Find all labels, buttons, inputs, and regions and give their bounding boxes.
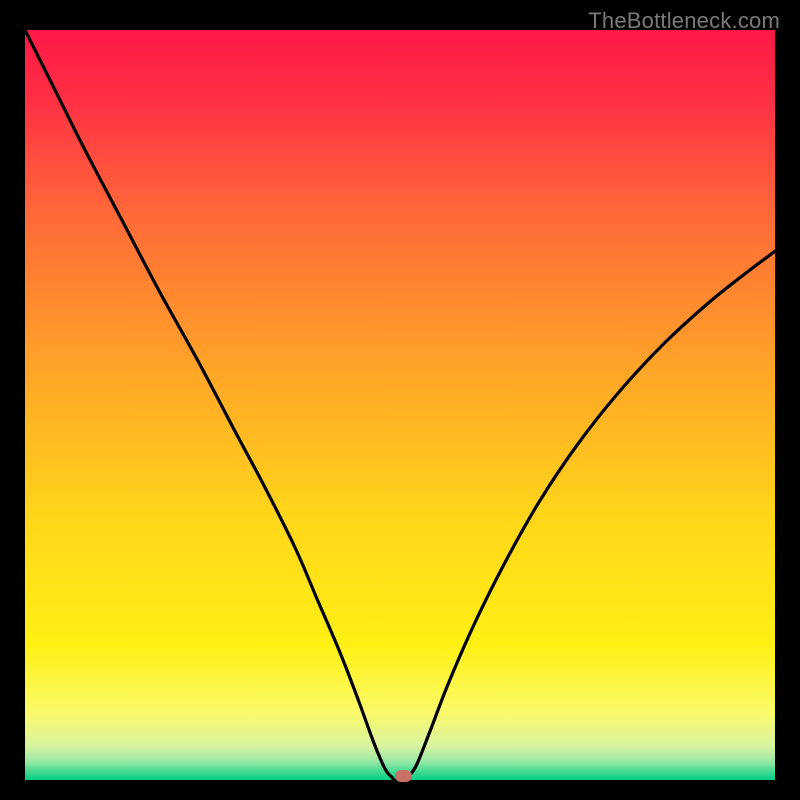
chart-frame: TheBottleneck.com <box>0 0 800 800</box>
gradient-background <box>25 30 775 780</box>
plot-area <box>25 30 775 780</box>
plot-svg <box>25 30 775 780</box>
watermark-text: TheBottleneck.com <box>588 8 780 34</box>
minimum-marker <box>395 770 412 782</box>
